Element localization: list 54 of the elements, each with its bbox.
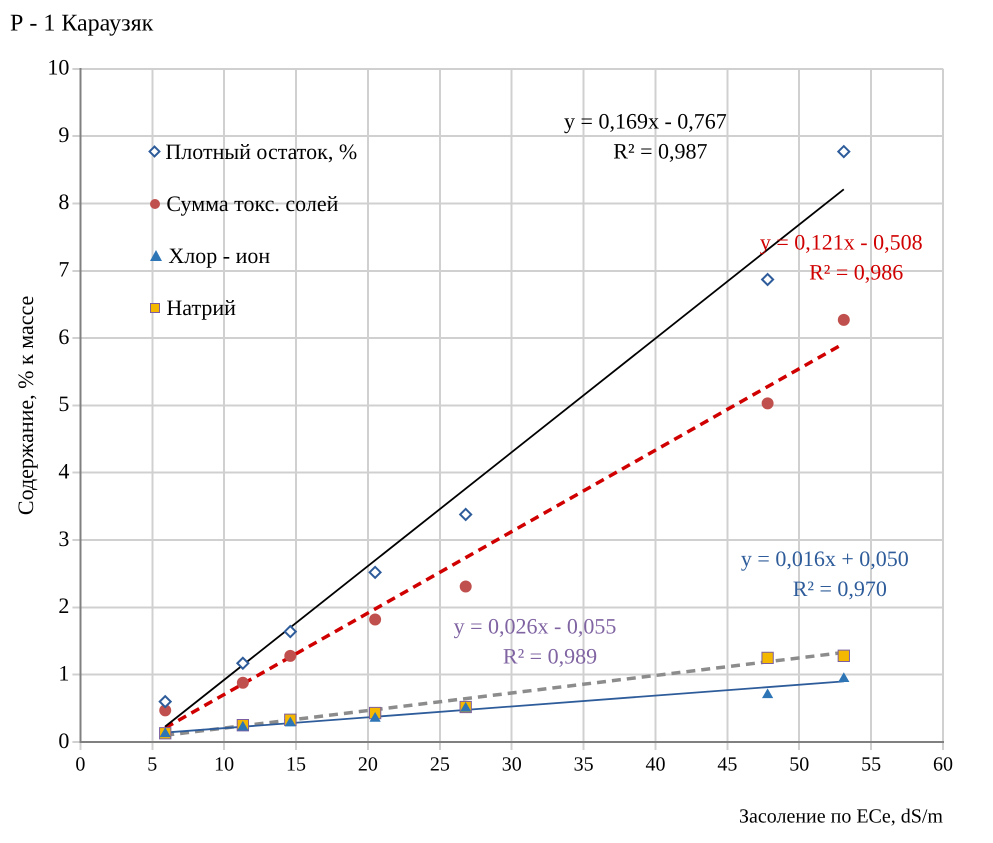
y-tick-label: 9 (58, 122, 70, 147)
annotation: y = 0,121x - 0,508 R² = 0,986 (760, 230, 923, 285)
x-tick-label: 30 (502, 753, 522, 776)
x-tick-label: 60 (933, 753, 953, 776)
point (284, 625, 297, 638)
x-tick-label: 10 (214, 753, 234, 776)
annotation: y = 0,169x - 0,767 R² = 0,987 (564, 108, 727, 164)
x-tick-label: 35 (574, 753, 594, 776)
point (236, 676, 249, 689)
point (761, 273, 774, 286)
x-tick-label: 25 (430, 753, 450, 776)
y-tick-label: 5 (58, 391, 70, 416)
x-tick-label: 20 (358, 753, 378, 776)
point (285, 717, 296, 726)
legend-label: Плотный остаток, % (165, 138, 358, 165)
point (838, 650, 850, 662)
point (459, 508, 472, 521)
y-tick-label: 6 (58, 324, 70, 349)
annotation: y = 0,016x + 0,050 R² = 0,970 (740, 546, 909, 602)
x-tick-label: 0 (75, 753, 86, 776)
annotation: y = 0,026x - 0,055 R² = 0,989 (454, 613, 616, 668)
point (838, 314, 850, 326)
chart-title: Р - 1 Караузяк (10, 10, 154, 37)
point (158, 695, 172, 708)
point (236, 656, 250, 670)
point (838, 672, 850, 682)
point (370, 712, 380, 722)
legend-label: Хлор - ион (168, 242, 270, 269)
point (369, 613, 382, 626)
x-tick-label: 15 (286, 753, 306, 776)
point (837, 145, 850, 158)
y-tick-label: 1 (58, 660, 70, 686)
y-tick-label: 7 (58, 256, 70, 282)
x-tick-label: 50 (789, 753, 810, 776)
legend-label: Сумма токс. солей (166, 190, 338, 217)
point (762, 688, 773, 698)
y-tick-label: 3 (58, 526, 70, 551)
point (762, 397, 774, 410)
point (460, 580, 472, 592)
point (368, 566, 382, 579)
x-tick-label: 40 (645, 753, 666, 776)
x-tick-label: 5 (147, 753, 158, 776)
y-tick-label: 10 (47, 54, 70, 80)
y-axis-title: Содержание, % к массе (12, 296, 38, 516)
y-tick-label: 4 (58, 458, 70, 484)
x-tick-label: 55 (861, 753, 882, 776)
point (761, 652, 774, 664)
legend-label: Натрий (166, 294, 236, 321)
x-axis-title: Засоление по ECe, dS/m (738, 805, 944, 828)
y-tick-label: 8 (58, 189, 70, 214)
y-tick-label: 2 (58, 593, 70, 618)
y-tick-label: 0 (58, 728, 70, 753)
x-tick-label: 45 (717, 753, 738, 776)
point (284, 650, 296, 662)
